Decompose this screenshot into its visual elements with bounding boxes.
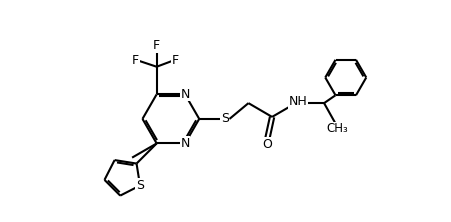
- Text: S: S: [136, 179, 144, 192]
- Text: S: S: [221, 112, 228, 125]
- Text: F: F: [172, 54, 179, 67]
- Text: N: N: [180, 88, 189, 101]
- Text: NH: NH: [288, 95, 306, 108]
- Text: N: N: [180, 137, 189, 150]
- Text: F: F: [132, 54, 139, 67]
- Text: F: F: [153, 39, 160, 52]
- Text: O: O: [262, 138, 272, 151]
- Text: CH₃: CH₃: [326, 122, 347, 135]
